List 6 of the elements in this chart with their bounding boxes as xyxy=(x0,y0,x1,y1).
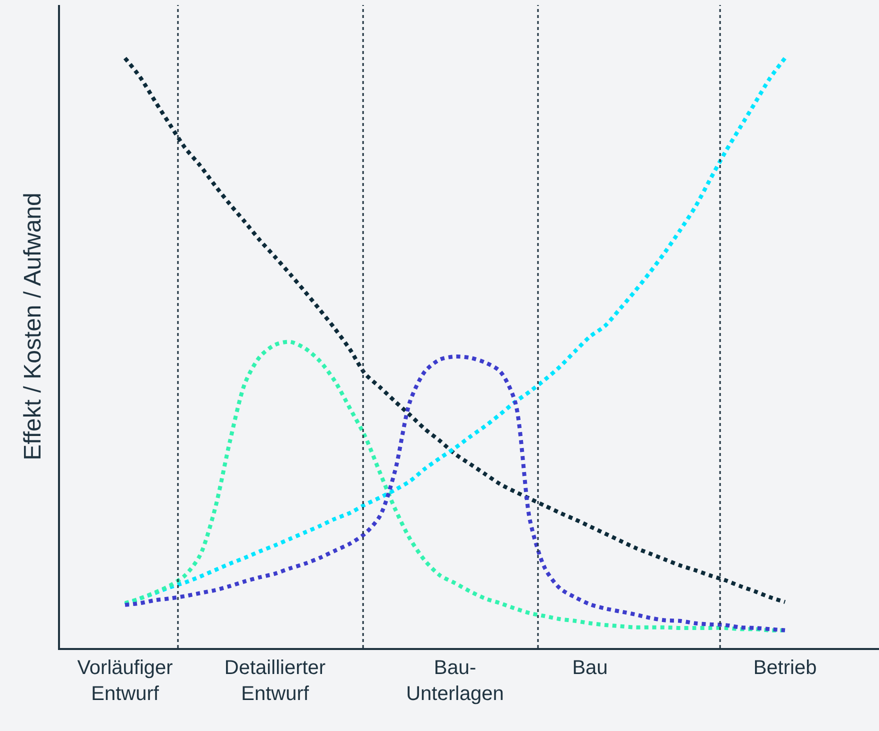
x-tick-label: Vorläufiger Entwurf xyxy=(77,657,174,705)
x-tick-label: Betrieb xyxy=(753,657,817,679)
x-tick-label: Bau- Unterlagen xyxy=(406,657,504,705)
x-tick-label: Detaillierter Entwurf xyxy=(224,657,326,705)
x-tick-label: Bau xyxy=(572,657,608,679)
y-axis-title: Effekt / Kosten / Aufwand xyxy=(20,192,47,460)
